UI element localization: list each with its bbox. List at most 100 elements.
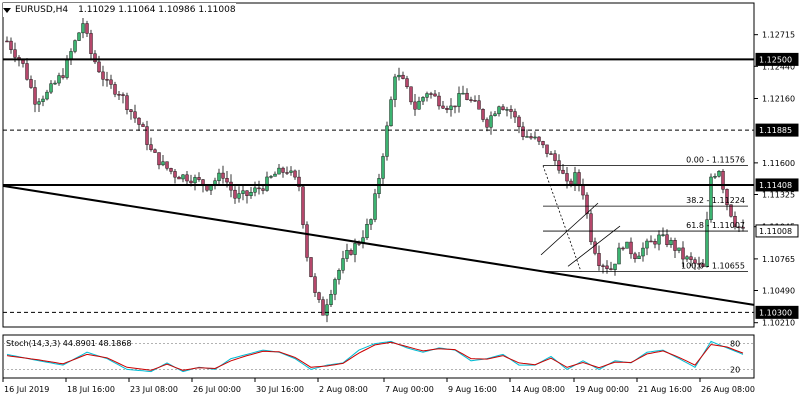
candle-body bbox=[197, 177, 201, 180]
osc-level-label: 20 bbox=[730, 365, 740, 374]
candle-body bbox=[473, 100, 477, 102]
candle-body bbox=[621, 247, 625, 250]
candle-body bbox=[305, 224, 309, 258]
candle-body bbox=[729, 204, 733, 217]
candle-body bbox=[13, 49, 17, 58]
price-level-label: 1.10300 bbox=[759, 308, 792, 317]
symbol-label: EURUSD,H4 bbox=[15, 5, 69, 15]
fib-level-label: 38.2 - 1.11224 bbox=[686, 196, 745, 205]
candle-body bbox=[253, 187, 257, 193]
candle-body bbox=[141, 124, 145, 127]
time-tick-label: 26 Jul 00:00 bbox=[193, 385, 241, 394]
candle-body bbox=[685, 256, 689, 260]
candle-body bbox=[289, 170, 293, 173]
price-level-label: 1.11408 bbox=[759, 181, 792, 190]
fib-trend-line bbox=[542, 165, 582, 272]
candle-body bbox=[241, 190, 245, 194]
candle-body bbox=[693, 259, 697, 264]
candle-body bbox=[461, 92, 465, 95]
candle-body bbox=[37, 101, 41, 105]
channel-line bbox=[567, 225, 621, 267]
candle-body bbox=[345, 250, 349, 259]
candle-body bbox=[353, 243, 357, 255]
time-tick-label: 14 Aug 08:00 bbox=[511, 385, 565, 394]
candle-body bbox=[477, 100, 481, 110]
price-tick-label: 1.12160 bbox=[762, 94, 795, 103]
candle-body bbox=[589, 213, 593, 243]
fib-level-label: 100.0 - 1.10655 bbox=[681, 262, 745, 271]
candle-body bbox=[501, 106, 505, 110]
candle-body bbox=[553, 153, 557, 161]
candle-body bbox=[329, 294, 333, 305]
time-tick-label: 7 Aug 00:00 bbox=[385, 385, 434, 394]
candle-body bbox=[481, 109, 485, 120]
candle-body bbox=[101, 71, 105, 80]
candle-body bbox=[149, 144, 153, 150]
fib-level-label: 0.00 - 1.11576 bbox=[686, 156, 745, 165]
candle-body bbox=[33, 87, 37, 105]
candle-body bbox=[681, 247, 685, 260]
price-tick-label: 1.12715 bbox=[762, 31, 795, 40]
candle-body bbox=[333, 279, 337, 295]
collapse-triangle-icon[interactable] bbox=[3, 7, 11, 13]
candle-body bbox=[537, 136, 541, 142]
candle-body bbox=[561, 169, 565, 174]
candle-body bbox=[497, 106, 501, 115]
candle-body bbox=[105, 79, 109, 81]
main-plot-frame bbox=[2, 2, 755, 328]
candle-body bbox=[313, 276, 317, 293]
candle-body bbox=[489, 115, 493, 128]
candle-body bbox=[325, 304, 329, 316]
stochastic-panel: 80 20 Stoch(14,3,3) 44.8901 48.1868 bbox=[3, 339, 754, 374]
candle-body bbox=[705, 219, 709, 267]
candle-body bbox=[493, 113, 497, 116]
candle-body bbox=[385, 125, 389, 157]
candle-body bbox=[265, 176, 269, 191]
candle-body bbox=[573, 172, 577, 185]
candle-body bbox=[41, 98, 45, 102]
price-tick-label: 1.11325 bbox=[762, 190, 795, 199]
price-level-label: 1.11008 bbox=[759, 227, 792, 236]
stoch-main-line bbox=[6, 340, 744, 373]
candle-body bbox=[633, 253, 637, 260]
candle-body bbox=[269, 176, 273, 178]
candle-body bbox=[677, 247, 681, 251]
candle-body bbox=[93, 53, 97, 63]
candle-body bbox=[457, 93, 461, 107]
candle-body bbox=[161, 161, 165, 166]
price-level-label: 1.11885 bbox=[759, 126, 792, 135]
candle-body bbox=[53, 82, 57, 85]
candle-body bbox=[297, 176, 301, 187]
candle-body bbox=[505, 109, 509, 111]
candle-body bbox=[689, 256, 693, 260]
candle-body bbox=[737, 226, 741, 229]
candle-body bbox=[341, 258, 345, 271]
candle-body bbox=[137, 117, 141, 125]
candle-body bbox=[245, 190, 249, 196]
candle-body bbox=[85, 23, 89, 34]
candle-body bbox=[645, 240, 649, 249]
candle-body bbox=[321, 299, 325, 316]
candle-body bbox=[665, 234, 669, 246]
candle-body bbox=[117, 94, 121, 96]
candle-body bbox=[617, 247, 621, 265]
candle-body bbox=[221, 172, 225, 179]
candle-body bbox=[717, 171, 721, 177]
candle-body bbox=[629, 241, 633, 255]
candle-body bbox=[173, 171, 177, 178]
oscillator-frame bbox=[2, 334, 755, 379]
time-tick-label: 30 Jul 16:00 bbox=[256, 385, 304, 394]
candle-body bbox=[429, 93, 433, 95]
candle-body bbox=[9, 40, 13, 50]
candle-body bbox=[649, 240, 653, 243]
candle-body bbox=[565, 173, 569, 182]
candle-body bbox=[25, 63, 29, 80]
candle-body bbox=[233, 189, 237, 199]
candle-body bbox=[541, 141, 545, 146]
candle-body bbox=[517, 116, 521, 128]
time-tick-label: 26 Aug 08:00 bbox=[701, 385, 755, 394]
candle-body bbox=[585, 194, 589, 214]
candle-body bbox=[21, 59, 25, 64]
candle-body bbox=[285, 172, 289, 174]
